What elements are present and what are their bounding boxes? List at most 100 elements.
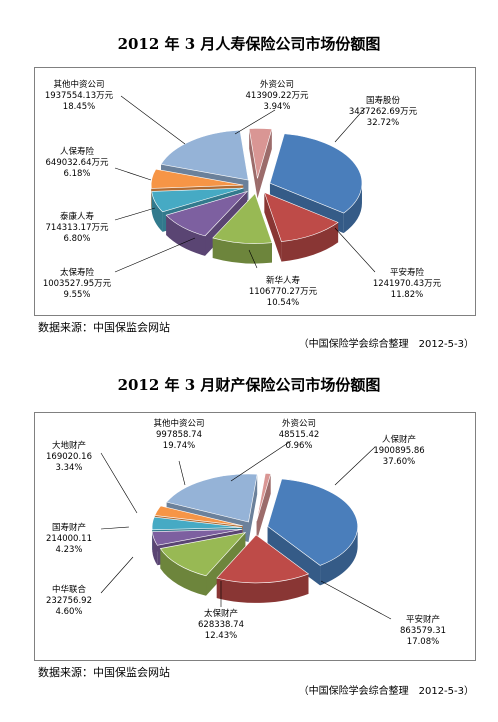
leader-line — [320, 580, 392, 620]
chart-1-pie: 国寿股份3437262.69万元32.72%平安寿险1241970.43万元11… — [43, 79, 442, 308]
pie-slice-2-6 — [154, 505, 243, 527]
slice-percent-label: 37.60% — [383, 457, 415, 467]
pie-slice-wall — [257, 129, 272, 199]
pie-tops — [150, 128, 363, 244]
slice-percent-label: 12.43% — [205, 631, 237, 641]
slice-name-label: 泰康人寿 — [60, 211, 95, 222]
slice-name-label: 太保寿险 — [60, 267, 95, 278]
chart-2-title: 2012 年 3 月财产保险公司市场份额图 — [117, 376, 381, 394]
slice-percent-label: 10.54% — [267, 298, 299, 308]
slice-percent-label: 32.72% — [367, 118, 399, 128]
leader-line — [100, 556, 134, 594]
chart-1-title: 2012 年 3 月人寿保险公司市场份额图 — [117, 35, 381, 53]
slice-name-label: 大地财产 — [52, 440, 86, 451]
pie-slice-1-8 — [248, 128, 273, 179]
slice-name-label: 其他中资公司 — [153, 418, 204, 429]
pie-slice-2-7 — [166, 473, 258, 523]
leader-line — [100, 452, 138, 514]
leader-line — [178, 460, 186, 486]
pie-slice-side — [152, 531, 158, 566]
slice-percent-label: 4.23% — [55, 545, 82, 555]
leader-line — [334, 107, 366, 143]
slice-percent-label: 9.55% — [63, 290, 90, 300]
leader-line — [230, 440, 292, 482]
leader-line — [100, 526, 130, 530]
pie-slice-side — [166, 215, 206, 256]
pie-slice-1-6 — [150, 168, 244, 189]
pie-slice-wall — [264, 192, 282, 262]
slice-value-label: 997858.74 — [156, 430, 202, 440]
leader-line — [334, 446, 376, 486]
slice-value-label: 1241970.43万元 — [373, 279, 442, 289]
pie-slice-side — [151, 191, 163, 232]
pie-slice-1-7 — [160, 129, 249, 181]
pie-slice-wall — [249, 128, 258, 199]
slice-percent-label: 4.60% — [55, 607, 82, 617]
leader-line — [114, 167, 152, 181]
slice-value-label: 1106770.27万元 — [249, 287, 318, 297]
slice-percent-label: 18.45% — [63, 102, 95, 112]
slice-percent-label: 11.82% — [391, 290, 423, 300]
slice-name-label: 中华联合 — [52, 584, 87, 595]
chart-1-frame: 国寿股份 3437262.69万元 32.72% 平安寿险 1241970.43万元 11… — [34, 67, 476, 316]
pie-tops — [151, 473, 358, 584]
pie-slice-1-1 — [269, 133, 363, 214]
leader-line — [248, 249, 258, 269]
chart-1-credit: （中国保险学会综合整理 2012-5-3） — [298, 339, 474, 350]
slice-percent-label: 0.96% — [285, 441, 312, 451]
slice-value-label: 169020.16 — [46, 452, 92, 462]
slice-percent-label: 6.80% — [63, 234, 90, 244]
slice-name-label: 人保财产 — [382, 434, 416, 445]
slice-name-label: 外资公司 — [282, 418, 316, 429]
slice-percent-label: 6.18% — [63, 169, 90, 179]
slice-percent-label: 3.34% — [55, 463, 82, 473]
slice-value-label: 863579.31 — [400, 626, 446, 636]
slice-name-label: 平安寿险 — [390, 267, 425, 278]
slice-name-label: 外资公司 — [260, 79, 294, 90]
pie-slice-wall — [267, 526, 321, 586]
slice-name-label: 平安财产 — [406, 614, 440, 625]
slice-name-label: 国寿股份 — [366, 95, 401, 106]
leader-line — [114, 237, 196, 273]
pie-slice-2-3 — [159, 532, 247, 577]
pie-slice-1-4 — [165, 190, 249, 237]
chart-2-frame: 人保财产 1900895.86 37.60% 平安财产 863579.31 17.08% 太… — [34, 412, 476, 661]
slice-value-label: 48515.42 — [279, 430, 320, 440]
slice-percent-label: 3.94% — [263, 102, 290, 112]
slice-name-label: 其他中资公司 — [53, 79, 104, 90]
pie-slice-side — [281, 222, 339, 262]
pie-slice-side — [343, 183, 362, 234]
slice-value-label: 1003527.95万元 — [43, 279, 112, 289]
pie-labels: 国寿股份3437262.69万元32.72%平安寿险1241970.43万元11… — [43, 79, 442, 308]
leader-line — [234, 109, 276, 135]
slice-value-label: 649032.64万元 — [46, 158, 109, 168]
pie-slice-2-4 — [152, 529, 243, 546]
pie-slice-side — [212, 237, 272, 264]
slice-name-label: 太保财产 — [204, 608, 238, 619]
slice-value-label: 628338.74 — [198, 620, 244, 630]
slice-name-label: 人保寿险 — [60, 146, 95, 157]
slice-value-label: 714313.17万元 — [46, 223, 109, 233]
slice-percent-label: 17.08% — [407, 637, 439, 647]
slice-value-label: 232756.92 — [46, 596, 92, 606]
slice-value-label: 1937554.13万元 — [45, 91, 114, 101]
chart-1-source: 数据来源：中国保监会网站 — [38, 321, 170, 334]
pie-slice-side — [216, 573, 309, 603]
pie-slice-1-3 — [212, 192, 273, 244]
pie-slice-wall — [248, 474, 258, 542]
pie-slice-1-5 — [151, 187, 244, 213]
leader-line — [334, 227, 376, 273]
slice-value-label: 3437262.69万元 — [349, 107, 418, 117]
slice-value-label: 214000.11 — [46, 534, 92, 544]
leader-line — [114, 207, 156, 221]
pie-slice-2-8 — [256, 473, 272, 522]
pie-slice-wall — [256, 473, 271, 542]
leader-line — [120, 95, 186, 145]
slice-name-label: 新华人寿 — [266, 275, 301, 286]
pie-slice-2-5 — [151, 516, 243, 531]
pie-slice-2-1 — [267, 478, 358, 566]
chart-2-credit: （中国保险学会综合整理 2012-5-3） — [298, 686, 474, 697]
slice-name-label: 国寿财产 — [52, 522, 86, 533]
